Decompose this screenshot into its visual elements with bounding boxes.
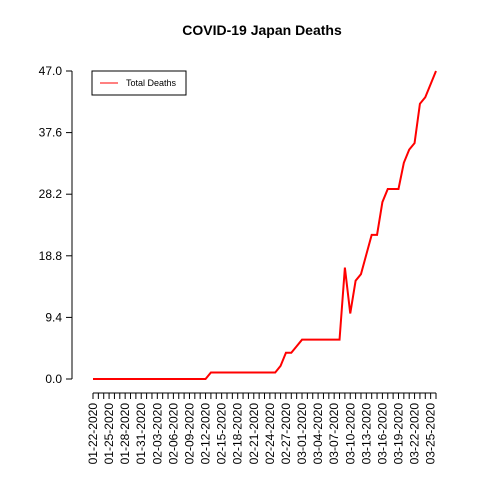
y-tick-label: 47.0 (39, 64, 63, 78)
x-tick-label: 02-24-2020 (263, 403, 277, 465)
x-tick-label: 02-18-2020 (231, 403, 245, 465)
x-tick-label: 01-31-2020 (134, 403, 148, 465)
x-tick-label: 02-21-2020 (247, 403, 261, 465)
x-tick-label: 03-19-2020 (391, 403, 405, 465)
x-tick-label: 02-03-2020 (150, 403, 164, 465)
y-tick-label: 37.6 (39, 126, 63, 140)
data-line (93, 70, 437, 380)
x-tick-label: 03-13-2020 (359, 403, 373, 465)
x-tick-label: 03-22-2020 (408, 403, 422, 465)
x-tick-label: 01-25-2020 (102, 403, 116, 465)
y-tick-label: 9.4 (45, 310, 62, 324)
x-tick-label: 03-04-2020 (311, 403, 325, 465)
x-tick-label: 01-28-2020 (118, 403, 132, 465)
x-tick-label: 02-27-2020 (279, 403, 293, 465)
x-tick-label: 02-12-2020 (199, 403, 213, 465)
chart-title: COVID-19 Japan Deaths (182, 22, 342, 38)
y-tick-label: 0.0 (45, 372, 62, 386)
legend-label: Total Deaths (126, 78, 177, 88)
x-tick-label: 02-09-2020 (182, 403, 196, 465)
x-tick-label: 03-01-2020 (295, 403, 309, 465)
x-tick-label: 01-22-2020 (86, 403, 100, 465)
x-tick-label: 03-07-2020 (327, 403, 341, 465)
y-tick-label: 28.2 (39, 187, 63, 201)
y-tick-label: 18.8 (39, 249, 63, 263)
x-tick-label: 02-06-2020 (166, 403, 180, 465)
x-tick-label: 02-15-2020 (215, 403, 229, 465)
x-tick-label: 03-16-2020 (375, 403, 389, 465)
x-tick-label: 03-10-2020 (343, 403, 357, 465)
x-tick-label: 03-25-2020 (424, 403, 438, 465)
